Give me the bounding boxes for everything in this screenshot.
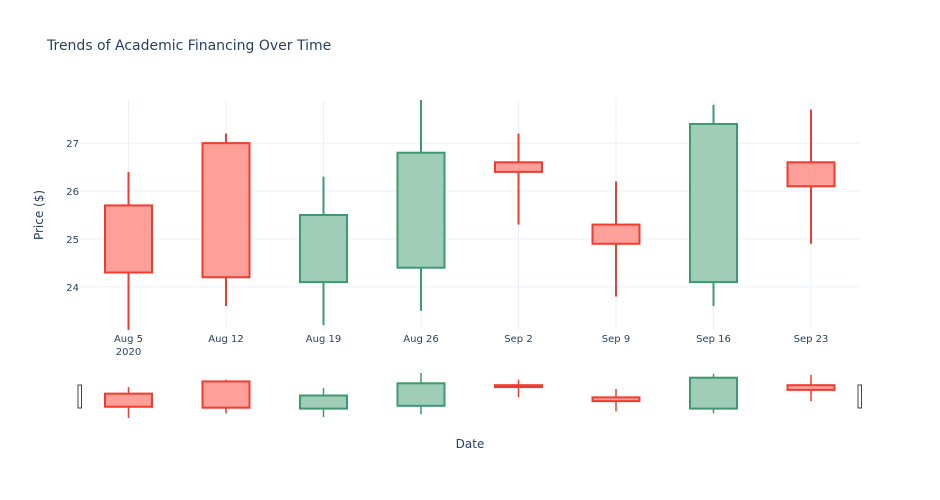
slider-candle-body bbox=[398, 383, 445, 406]
candle bbox=[105, 172, 152, 330]
slider-candle bbox=[105, 387, 152, 418]
x-tick-year-label: 2020 bbox=[116, 347, 141, 358]
candle-body bbox=[690, 124, 737, 282]
grid-layer bbox=[80, 100, 860, 330]
y-tick-labels: 24 25 26 27 bbox=[66, 139, 79, 294]
slider-candle bbox=[690, 374, 737, 413]
candles bbox=[105, 100, 835, 330]
x-tick-labels: Aug 5 Aug 12 Aug 19 Aug 26 Sep 2 Sep 9 Sep 16 S… bbox=[114, 334, 828, 358]
slider-candle-body bbox=[203, 381, 250, 407]
chart-title: Trends of Academic Financing Over Time bbox=[46, 38, 331, 54]
y-tick-label: 25 bbox=[66, 235, 79, 246]
candle bbox=[300, 177, 347, 326]
slider-candle-body bbox=[105, 394, 152, 407]
candle bbox=[593, 181, 640, 296]
slider-candle bbox=[203, 380, 250, 414]
x-tick-label: Aug 12 bbox=[208, 334, 243, 345]
slider-candle-body bbox=[300, 396, 347, 409]
slider-candle bbox=[495, 380, 542, 398]
x-tick-label: Sep 2 bbox=[504, 334, 532, 345]
candle bbox=[788, 110, 835, 244]
y-axis-title: Price ($) bbox=[32, 190, 46, 240]
slider-candle-body bbox=[495, 385, 542, 387]
candle-body bbox=[788, 162, 835, 186]
y-tick-label: 27 bbox=[66, 139, 79, 150]
candle bbox=[495, 134, 542, 225]
candle bbox=[203, 134, 250, 306]
y-tick-label: 26 bbox=[66, 187, 79, 198]
slider-candle-body bbox=[593, 397, 640, 401]
slider-candle bbox=[300, 388, 347, 417]
x-tick-label: Sep 9 bbox=[602, 334, 630, 345]
x-tick-label: Sep 23 bbox=[794, 334, 829, 345]
slider-candle bbox=[788, 375, 835, 401]
y-tick-label: 24 bbox=[66, 283, 79, 294]
x-tick-label: Aug 5 bbox=[114, 334, 143, 345]
candle-body bbox=[203, 143, 250, 277]
slider-candle-body bbox=[788, 385, 835, 390]
candle-body bbox=[300, 215, 347, 282]
x-tick-label: Aug 26 bbox=[403, 334, 438, 345]
candle bbox=[690, 105, 737, 306]
x-tick-label: Aug 19 bbox=[306, 334, 341, 345]
slider-candle bbox=[593, 389, 640, 412]
range-slider-right-handle bbox=[858, 385, 862, 408]
x-tick-label: Sep 16 bbox=[696, 334, 731, 345]
candle bbox=[398, 100, 445, 311]
range-slider-left-handle bbox=[78, 385, 82, 408]
range-slider[interactable] bbox=[78, 373, 862, 418]
slider-candle bbox=[398, 373, 445, 414]
candle-body bbox=[593, 225, 640, 244]
slider-candle-body bbox=[690, 378, 737, 409]
candle-body bbox=[398, 153, 445, 268]
candle-body bbox=[105, 205, 152, 272]
x-axis-title: Date bbox=[456, 437, 485, 451]
candle-body bbox=[495, 162, 542, 172]
